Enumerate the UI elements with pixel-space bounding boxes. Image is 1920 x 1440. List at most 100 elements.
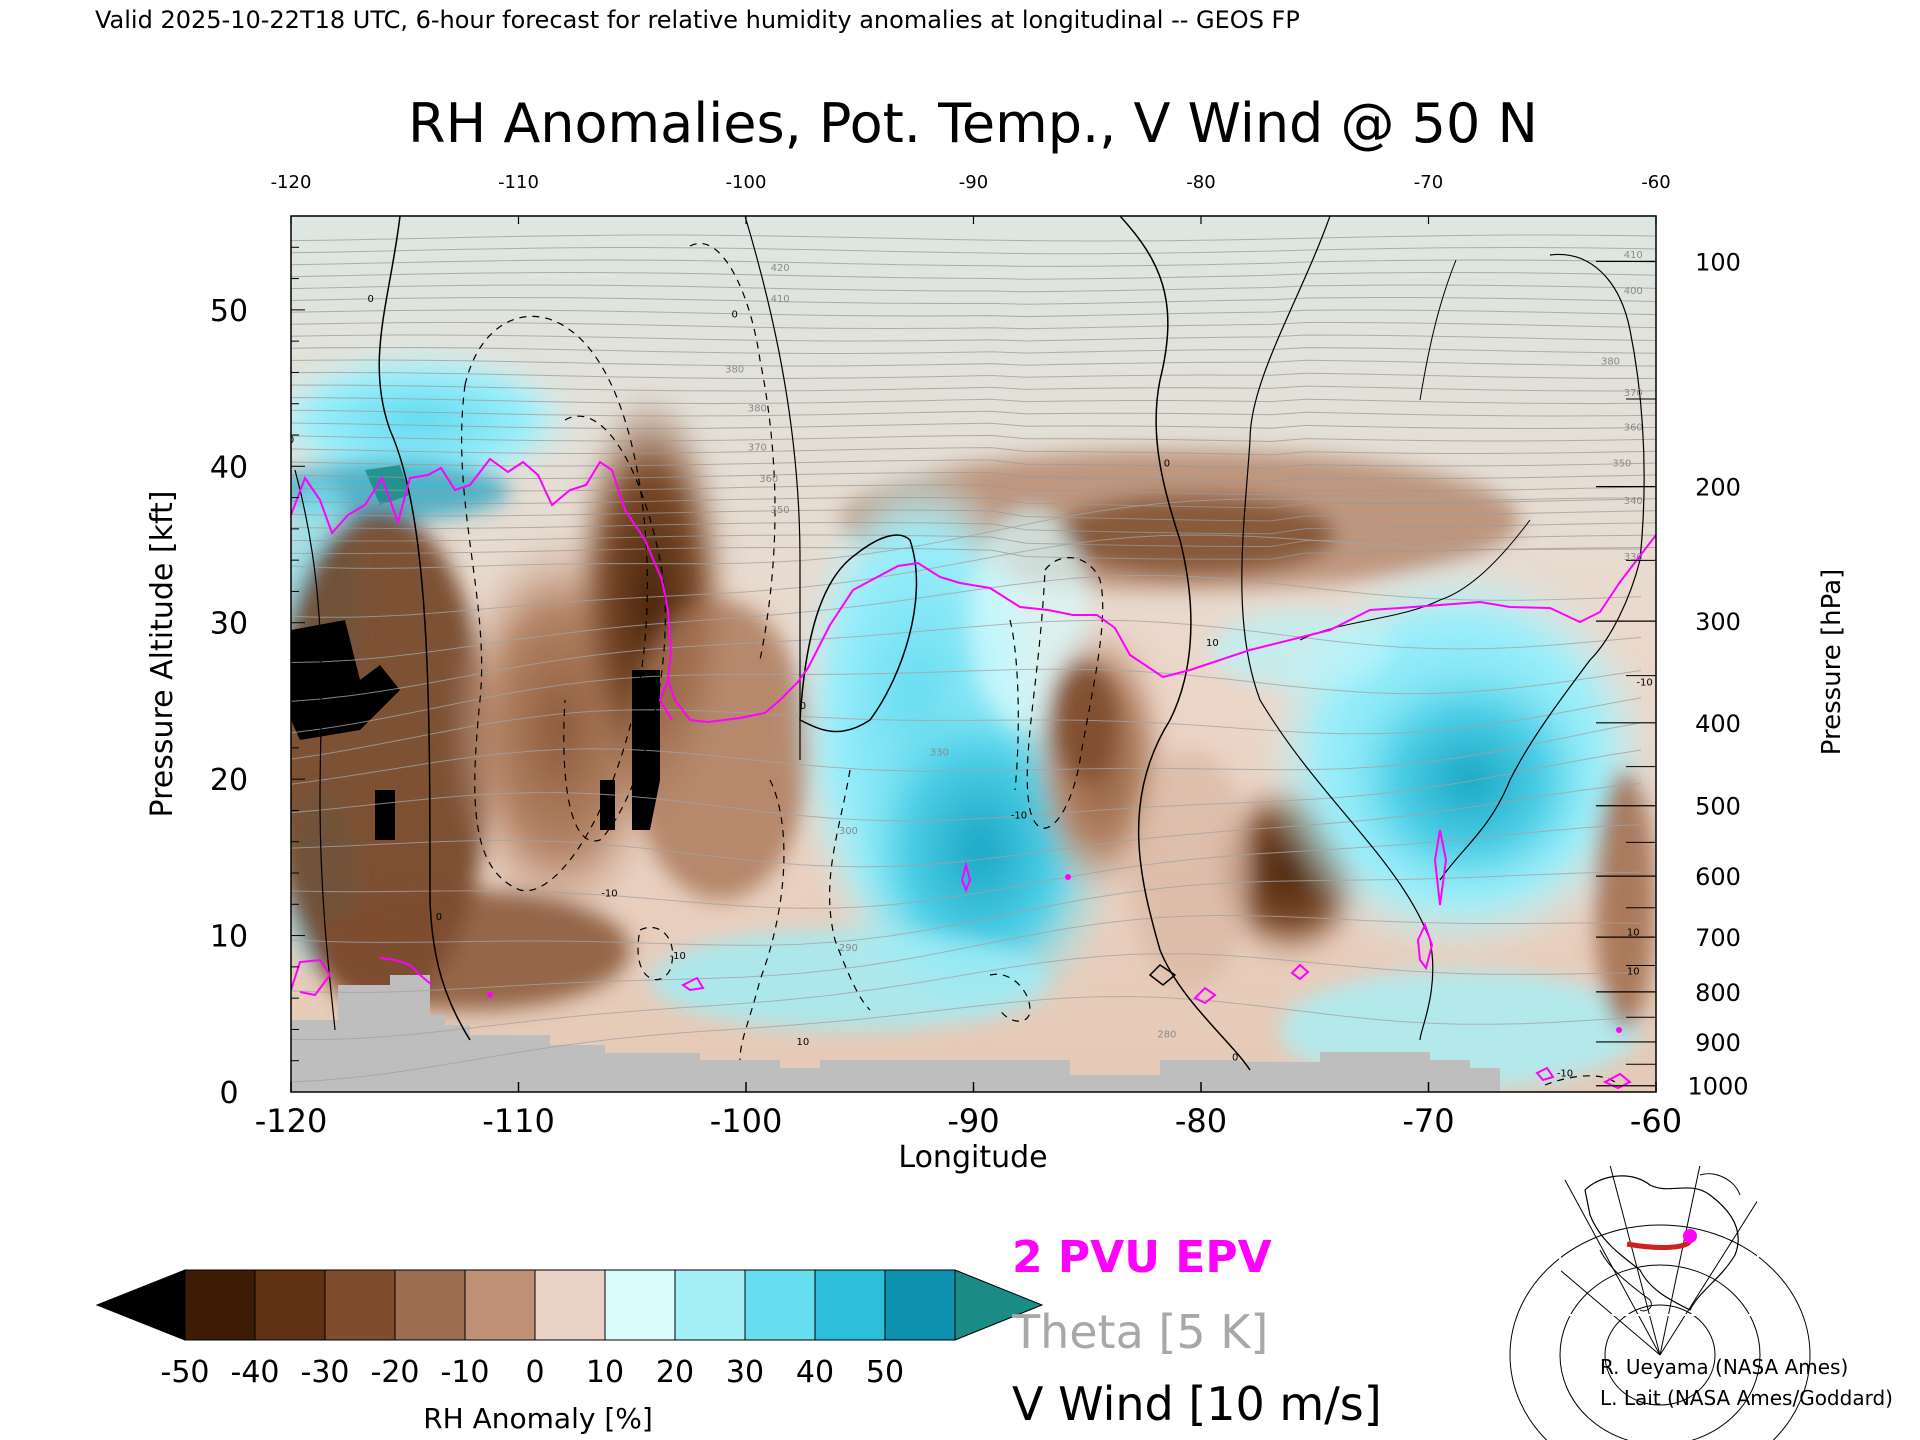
theta-contour <box>291 447 1656 456</box>
colorbar-tick-label: 50 <box>866 1355 904 1390</box>
colorbar-label: RH Anomaly [%] <box>423 1402 653 1435</box>
colorbar-swatch <box>744 1269 816 1341</box>
x-axis-label: Longitude <box>898 1140 1047 1175</box>
theta-label: 330 <box>930 748 949 759</box>
colorbar-over-arrow <box>954 1269 1044 1341</box>
theta-contour <box>291 434 1656 443</box>
theta-contour <box>291 697 1642 760</box>
theta-contour <box>291 422 1656 430</box>
x-axis: -120 -110 -100 -90 -80 -70 -60 <box>255 1082 1682 1140</box>
theta-label: 420 <box>771 263 790 274</box>
x-top-tick-label: -110 <box>498 172 539 193</box>
x-top-tick-label: -90 <box>959 172 988 193</box>
colorbar-tick-label: -50 <box>161 1355 210 1390</box>
pressure-tick-label: 700 <box>1695 924 1741 952</box>
theta-contour <box>291 534 1642 618</box>
theta-contour <box>291 749 1642 822</box>
theta-contour <box>291 459 1656 469</box>
theta-label: 330 <box>1624 552 1643 563</box>
theta-contour <box>291 309 1656 318</box>
theta-label: 380 <box>1601 357 1620 368</box>
theta-contour <box>291 284 1656 293</box>
rh-anomaly-field <box>291 216 1656 1092</box>
x-tick-label: -80 <box>1175 1102 1227 1140</box>
theta-contour <box>291 668 1642 734</box>
colorbar-tick-label: 40 <box>796 1355 834 1390</box>
y-axis: 0 10 20 30 40 50 <box>210 246 305 1111</box>
theta-label: 410 <box>771 294 790 305</box>
colorbar-swatch <box>534 1269 606 1341</box>
v-wind-label: 0 <box>367 294 373 305</box>
theta-contour <box>291 296 1656 305</box>
colorbar-swatch <box>254 1269 326 1341</box>
theta-label: 290 <box>839 943 858 954</box>
x-tick-label: -90 <box>947 1102 999 1140</box>
colorbar-swatch <box>184 1269 256 1341</box>
theta-contour <box>291 359 1656 367</box>
theta-contour <box>291 271 1656 280</box>
v-wind-label: 0 <box>1232 1053 1238 1064</box>
colorbar-tick-label: 20 <box>656 1355 694 1390</box>
theta-contour <box>291 722 1642 785</box>
x-axis-top: -120 -110 -100 -90 -80 -70 -60 <box>271 172 1671 224</box>
colorbar-tick-label: 0 <box>525 1355 544 1390</box>
colorbar-tick-label: 30 <box>726 1355 764 1390</box>
pressure-tick-label: 500 <box>1695 793 1741 821</box>
theta-contour <box>291 497 1656 509</box>
legend-pv: 2 PVU EPV <box>1012 1232 1272 1283</box>
colorbar-tick-label: -40 <box>231 1355 280 1390</box>
colorbar-swatch <box>814 1269 886 1341</box>
theta-contour <box>291 322 1656 330</box>
theta-contour <box>291 396 1656 405</box>
legend-theta: Theta [5 K] <box>1011 1305 1268 1359</box>
x-top-tick-label: -60 <box>1641 172 1670 193</box>
theta-labels: 420 410 380 380 370 360 350 330 300 290 280 410 400 3… <box>725 250 1643 1040</box>
theta-contour <box>291 914 1642 994</box>
v-wind-label: 10 <box>797 1037 810 1048</box>
theta-label: 360 <box>759 474 778 485</box>
colorbar-tick-label: -20 <box>371 1355 420 1390</box>
y-tick-label: 10 <box>210 920 248 955</box>
colorbar-swatch <box>884 1269 956 1341</box>
y-tick-label: 20 <box>210 763 248 798</box>
theta-contour <box>291 996 1642 1083</box>
pressure-tick-label: 400 <box>1695 710 1741 738</box>
theta-contour <box>291 574 1642 663</box>
theta-contour <box>291 534 1656 547</box>
v-wind-label: 0 <box>800 701 806 712</box>
v-wind-label: -10 <box>601 888 617 899</box>
theta-contour <box>291 521 1656 535</box>
theta-contour <box>291 509 1656 522</box>
colorbar-swatch <box>394 1269 466 1341</box>
v-wind-label: 0 <box>436 912 442 923</box>
legend-vwind: V Wind [10 m/s] <box>1012 1377 1382 1431</box>
theta-label: 370 <box>1624 388 1643 399</box>
terrain <box>291 975 1500 1092</box>
theta-contour <box>291 497 1642 569</box>
v-wind-label: 0 <box>1164 458 1170 469</box>
chart-title: RH Anomalies, Pot. Temp., V Wind @ 50 N <box>408 92 1538 155</box>
colorbar-under-arrow <box>95 1269 186 1341</box>
pressure-tick-label: 100 <box>1695 248 1741 276</box>
v-wind-contours <box>294 216 1645 1086</box>
pressure-tick-label: 200 <box>1695 474 1741 502</box>
colorbar-swatch <box>324 1269 396 1341</box>
theta-contours <box>291 234 1656 1083</box>
colorbar-tick-label: -10 <box>441 1355 490 1390</box>
theta-contour <box>291 546 1656 560</box>
y-tick-label: 40 <box>210 450 248 485</box>
theta-contour <box>291 346 1656 354</box>
y-tick-label: 30 <box>210 607 248 642</box>
colorbar-swatch <box>674 1269 746 1341</box>
theta-label: 380 <box>725 364 744 375</box>
credit-line-2: L. Lait (NASA Ames/Goddard) <box>1600 1386 1893 1410</box>
theta-contour <box>291 371 1656 379</box>
x-tick-label: -120 <box>255 1102 328 1140</box>
pressure-axis-label: Pressure [hPa] <box>1817 569 1847 756</box>
v-wind-label: 10 <box>1627 967 1640 978</box>
x-top-tick-label: -100 <box>726 172 767 193</box>
pv-2pvu-contour <box>291 457 1656 1090</box>
y-tick-label: 0 <box>219 1076 238 1111</box>
theta-label: 410 <box>1624 250 1643 261</box>
